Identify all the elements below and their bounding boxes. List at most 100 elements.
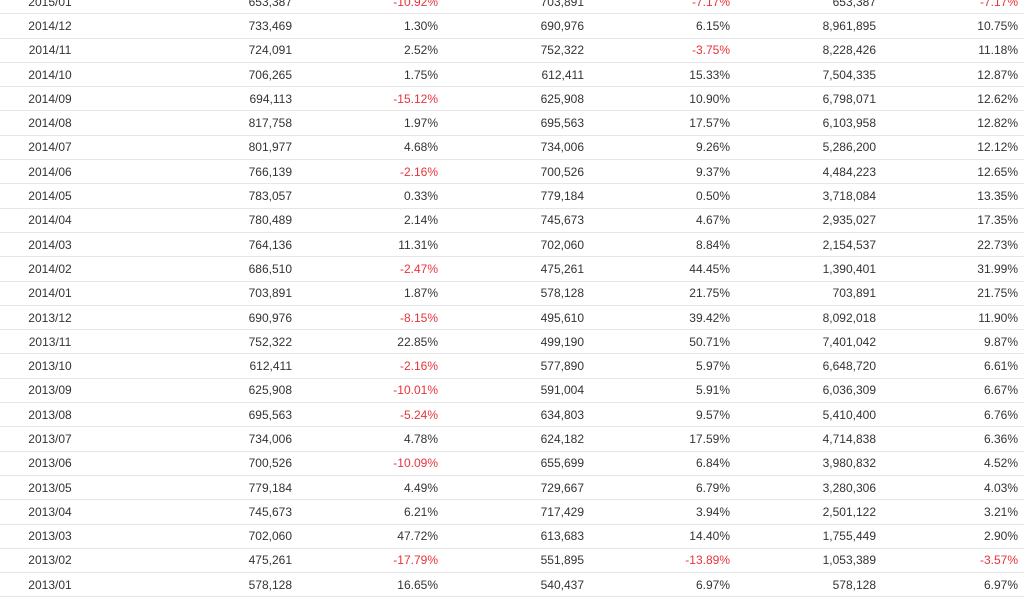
- cumulative-value-cell: 3,980,832: [734, 451, 880, 476]
- period-cell: 2013/06: [0, 451, 100, 476]
- year-over-year-change-cell: -13.89%: [588, 548, 734, 574]
- cumulative-change-cell: -7.17%: [880, 0, 1024, 15]
- period-cell: 2013/01: [0, 572, 100, 597]
- prior-year-value-cell: 703,891: [442, 0, 588, 15]
- table-row: 2013/01 578,128 16.65% 540,437 6.97% 578,128 6…: [0, 572, 1024, 597]
- monthly-value-cell: 801,977: [100, 135, 296, 161]
- year-over-year-change-cell: 10.90%: [588, 86, 734, 112]
- monthly-change-cell: 47.72%: [296, 524, 442, 549]
- cumulative-value-cell: 653,387: [734, 0, 880, 15]
- cumulative-value-cell: 1,390,401: [734, 256, 880, 282]
- table-row: 2013/09 625,908 -10.01% 591,004 5.91% 6,036,3…: [0, 378, 1024, 404]
- monthly-change-cell: -15.12%: [296, 86, 442, 112]
- monthly-value-cell: 578,128: [100, 572, 296, 597]
- year-over-year-change-cell: 44.45%: [588, 256, 734, 282]
- monthly-value-cell: 694,113: [100, 86, 296, 112]
- period-cell: 2013/10: [0, 353, 100, 379]
- table-row: 2013/10 612,411 -2.16% 577,890 5.97% 6,648,72…: [0, 353, 1024, 379]
- table-row: 2014/09 694,113 -15.12% 625,908 10.90% 6,798,…: [0, 86, 1024, 112]
- prior-year-value-cell: 729,667: [442, 475, 588, 501]
- monthly-value-cell: 764,136: [100, 232, 296, 258]
- monthly-value-cell: 690,976: [100, 305, 296, 331]
- table-row: 2014/10 706,265 1.75% 612,411 15.33% 7,504,33…: [0, 62, 1024, 88]
- cumulative-value-cell: 6,103,958: [734, 110, 880, 136]
- cumulative-value-cell: 703,891: [734, 281, 880, 306]
- period-cell: 2015/01: [0, 0, 100, 15]
- table-row: 2014/01 703,891 1.87% 578,128 21.75% 703,891 2…: [0, 281, 1024, 306]
- cumulative-change-cell: 12.12%: [880, 135, 1024, 161]
- cumulative-value-cell: 4,714,838: [734, 426, 880, 452]
- cumulative-value-cell: 2,501,122: [734, 499, 880, 525]
- cumulative-change-cell: 12.65%: [880, 159, 1024, 185]
- prior-year-value-cell: 625,908: [442, 86, 588, 112]
- table-row: 2013/11 752,322 22.85% 499,190 50.71% 7,401,0…: [0, 329, 1024, 355]
- year-over-year-change-cell: 6.84%: [588, 451, 734, 476]
- cumulative-value-cell: 8,228,426: [734, 38, 880, 63]
- cumulative-value-cell: 5,410,400: [734, 402, 880, 428]
- year-over-year-change-cell: 39.42%: [588, 305, 734, 331]
- cumulative-value-cell: 3,718,084: [734, 183, 880, 209]
- monthly-change-cell: 6.21%: [296, 499, 442, 525]
- cumulative-value-cell: 7,401,042: [734, 329, 880, 355]
- monthly-change-cell: 16.65%: [296, 572, 442, 597]
- period-cell: 2014/04: [0, 208, 100, 233]
- cumulative-change-cell: 2.90%: [880, 524, 1024, 549]
- year-over-year-change-cell: 3.94%: [588, 499, 734, 525]
- monthly-change-cell: 4.49%: [296, 475, 442, 501]
- table-row: 2013/08 695,563 -5.24% 634,803 9.57% 5,410,40…: [0, 402, 1024, 428]
- prior-year-value-cell: 495,610: [442, 305, 588, 331]
- monthly-change-cell: 4.68%: [296, 135, 442, 161]
- year-over-year-change-cell: 4.67%: [588, 208, 734, 233]
- table-row: 2014/07 801,977 4.68% 734,006 9.26% 5,286,200…: [0, 135, 1024, 161]
- monthly-value-cell: 686,510: [100, 256, 296, 282]
- year-over-year-change-cell: 6.15%: [588, 13, 734, 39]
- cumulative-value-cell: 2,935,027: [734, 208, 880, 233]
- year-over-year-change-cell: 9.57%: [588, 402, 734, 428]
- cumulative-change-cell: -3.57%: [880, 548, 1024, 574]
- year-over-year-change-cell: 6.79%: [588, 475, 734, 501]
- cumulative-change-cell: 12.82%: [880, 110, 1024, 136]
- monthly-change-cell: 11.31%: [296, 232, 442, 258]
- cumulative-value-cell: 8,092,018: [734, 305, 880, 331]
- monthly-value-cell: 695,563: [100, 402, 296, 428]
- prior-year-value-cell: 695,563: [442, 110, 588, 136]
- prior-year-value-cell: 591,004: [442, 378, 588, 404]
- monthly-change-cell: -5.24%: [296, 402, 442, 428]
- prior-year-value-cell: 752,322: [442, 38, 588, 63]
- monthly-change-cell: -2.16%: [296, 353, 442, 379]
- table-row: 2013/07 734,006 4.78% 624,182 17.59% 4,714,83…: [0, 426, 1024, 452]
- period-cell: 2013/04: [0, 499, 100, 525]
- year-over-year-change-cell: 50.71%: [588, 329, 734, 355]
- table-row: 2014/04 780,489 2.14% 745,673 4.67% 2,935,027…: [0, 208, 1024, 233]
- cumulative-change-cell: 17.35%: [880, 208, 1024, 233]
- year-over-year-change-cell: 17.59%: [588, 426, 734, 452]
- year-over-year-change-cell: 8.84%: [588, 232, 734, 258]
- table-row: 2014/06 766,139 -2.16% 700,526 9.37% 4,484,22…: [0, 159, 1024, 185]
- year-over-year-change-cell: 14.40%: [588, 524, 734, 549]
- prior-year-value-cell: 551,895: [442, 548, 588, 574]
- monthly-change-cell: -10.09%: [296, 451, 442, 476]
- monthly-value-cell: 702,060: [100, 524, 296, 549]
- monthly-value-cell: 817,758: [100, 110, 296, 136]
- cumulative-change-cell: 12.87%: [880, 62, 1024, 88]
- monthly-change-cell: 1.30%: [296, 13, 442, 39]
- monthly-change-cell: 2.14%: [296, 208, 442, 233]
- cumulative-change-cell: 11.18%: [880, 38, 1024, 63]
- monthly-change-cell: 1.75%: [296, 62, 442, 88]
- monthly-value-cell: 653,387: [100, 0, 296, 15]
- prior-year-value-cell: 700,526: [442, 159, 588, 185]
- period-cell: 2014/02: [0, 256, 100, 282]
- year-over-year-change-cell: 17.57%: [588, 110, 734, 136]
- prior-year-value-cell: 475,261: [442, 256, 588, 282]
- period-cell: 2014/11: [0, 38, 100, 63]
- period-cell: 2013/08: [0, 402, 100, 428]
- cumulative-change-cell: 22.73%: [880, 232, 1024, 258]
- period-cell: 2014/03: [0, 232, 100, 258]
- monthly-value-cell: 783,057: [100, 183, 296, 209]
- table-row: 2013/06 700,526 -10.09% 655,699 6.84% 3,980,8…: [0, 451, 1024, 476]
- cumulative-change-cell: 6.61%: [880, 353, 1024, 379]
- cumulative-value-cell: 1,053,389: [734, 548, 880, 574]
- table-row: 2014/12 733,469 1.30% 690,976 6.15% 8,961,895…: [0, 13, 1024, 39]
- table-row: 2013/05 779,184 4.49% 729,667 6.79% 3,280,306…: [0, 475, 1024, 501]
